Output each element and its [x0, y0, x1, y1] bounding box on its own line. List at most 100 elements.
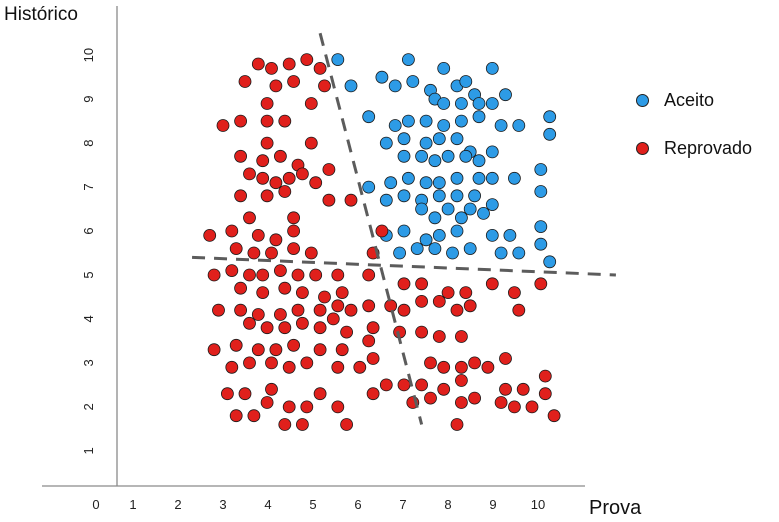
y-tick-label: 6: [81, 227, 96, 234]
x-tick-label: 4: [264, 497, 271, 512]
point-reprovado: [313, 321, 327, 335]
point-reprovado: [260, 97, 274, 110]
point-reprovado: [340, 418, 354, 431]
x-tick-label: 5: [309, 497, 316, 512]
point-reprovado: [432, 330, 446, 343]
point-aceito: [406, 75, 420, 88]
point-aceito: [437, 97, 451, 110]
point-aceito: [401, 53, 415, 66]
point-reprovado: [295, 286, 309, 300]
point-reprovado: [234, 189, 248, 203]
x-tick-label: 1: [129, 497, 136, 512]
point-reprovado: [499, 352, 512, 365]
point-aceito: [459, 149, 473, 163]
point-reprovado: [525, 400, 539, 414]
point-reprovado: [295, 418, 309, 431]
legend-item-aceito: Aceito: [636, 88, 752, 112]
y-axis-title: Histórico: [4, 4, 78, 25]
point-reprovado: [212, 303, 225, 317]
y-tick-label: 10: [81, 48, 96, 62]
point-reprovado: [251, 228, 265, 242]
point-aceito: [494, 246, 508, 260]
point-reprovado: [331, 268, 345, 282]
point-reprovado: [397, 277, 411, 291]
point-reprovado: [415, 378, 429, 392]
point-aceito: [485, 62, 499, 75]
data-points: [203, 53, 561, 431]
y-tick-label: 1: [81, 447, 96, 454]
point-aceito: [415, 149, 429, 163]
point-reprovado: [508, 286, 521, 300]
x-tick-labels: 0 1 2 3 4 5 6 7 8 9 10: [92, 497, 545, 512]
point-reprovado: [375, 224, 389, 238]
point-aceito: [432, 132, 446, 146]
point-aceito: [543, 255, 557, 269]
point-reprovado: [362, 334, 376, 348]
point-reprovado: [300, 53, 314, 66]
point-reprovado: [304, 246, 318, 260]
point-aceito: [441, 202, 455, 216]
y-tick-label: 4: [81, 315, 96, 322]
point-aceito: [534, 220, 548, 234]
point-aceito: [472, 154, 486, 168]
point-aceito: [379, 193, 393, 207]
point-reprovado: [362, 268, 376, 282]
point-reprovado: [397, 378, 411, 392]
point-aceito: [432, 176, 446, 190]
point-aceito: [508, 171, 521, 185]
point-reprovado: [335, 343, 349, 357]
point-aceito: [375, 70, 389, 84]
point-aceito: [384, 176, 398, 190]
point-aceito: [463, 202, 477, 216]
point-reprovado: [499, 382, 512, 396]
point-reprovado: [547, 409, 561, 423]
point-reprovado: [326, 312, 340, 326]
point-reprovado: [260, 136, 274, 150]
point-aceito: [362, 110, 376, 124]
point-aceito: [485, 198, 499, 212]
point-aceito: [485, 171, 499, 185]
legend: Aceito Reprovado: [636, 88, 752, 184]
point-reprovado: [265, 62, 278, 75]
point-aceito: [485, 228, 499, 242]
point-reprovado: [322, 193, 336, 207]
legend-item-reprovado: Reprovado: [636, 136, 752, 160]
point-reprovado: [282, 57, 296, 71]
x-tick-label: 10: [531, 497, 545, 512]
point-reprovado: [415, 325, 429, 339]
point-reprovado: [415, 294, 429, 308]
point-reprovado: [424, 391, 437, 405]
point-aceito: [454, 97, 468, 110]
point-reprovado: [331, 299, 345, 313]
point-reprovado: [287, 224, 301, 238]
x-tick-label: 0: [92, 497, 99, 512]
point-reprovado: [322, 163, 336, 176]
point-reprovado: [243, 167, 256, 181]
point-reprovado: [459, 286, 473, 300]
point-reprovado: [243, 356, 256, 370]
point-reprovado: [287, 211, 301, 225]
point-reprovado: [234, 303, 248, 317]
point-reprovado: [450, 303, 464, 317]
point-reprovado: [282, 171, 296, 185]
point-aceito: [454, 114, 468, 128]
point-aceito: [485, 97, 499, 110]
point-reprovado: [225, 264, 239, 278]
point-reprovado: [340, 325, 354, 339]
legend-label-reprovado: Reprovado: [664, 137, 753, 158]
point-reprovado: [432, 294, 446, 308]
point-reprovado: [256, 154, 270, 168]
point-reprovado: [454, 330, 468, 343]
point-aceito: [450, 132, 464, 146]
point-aceito: [415, 202, 429, 216]
x-tick-label: 2: [174, 497, 181, 512]
point-aceito: [401, 114, 415, 128]
point-aceito: [428, 211, 442, 225]
point-reprovado: [335, 286, 349, 300]
point-reprovado: [269, 343, 283, 357]
point-reprovado: [220, 387, 234, 401]
point-aceito: [432, 189, 446, 203]
point-aceito: [419, 136, 433, 150]
point-aceito: [463, 242, 477, 256]
